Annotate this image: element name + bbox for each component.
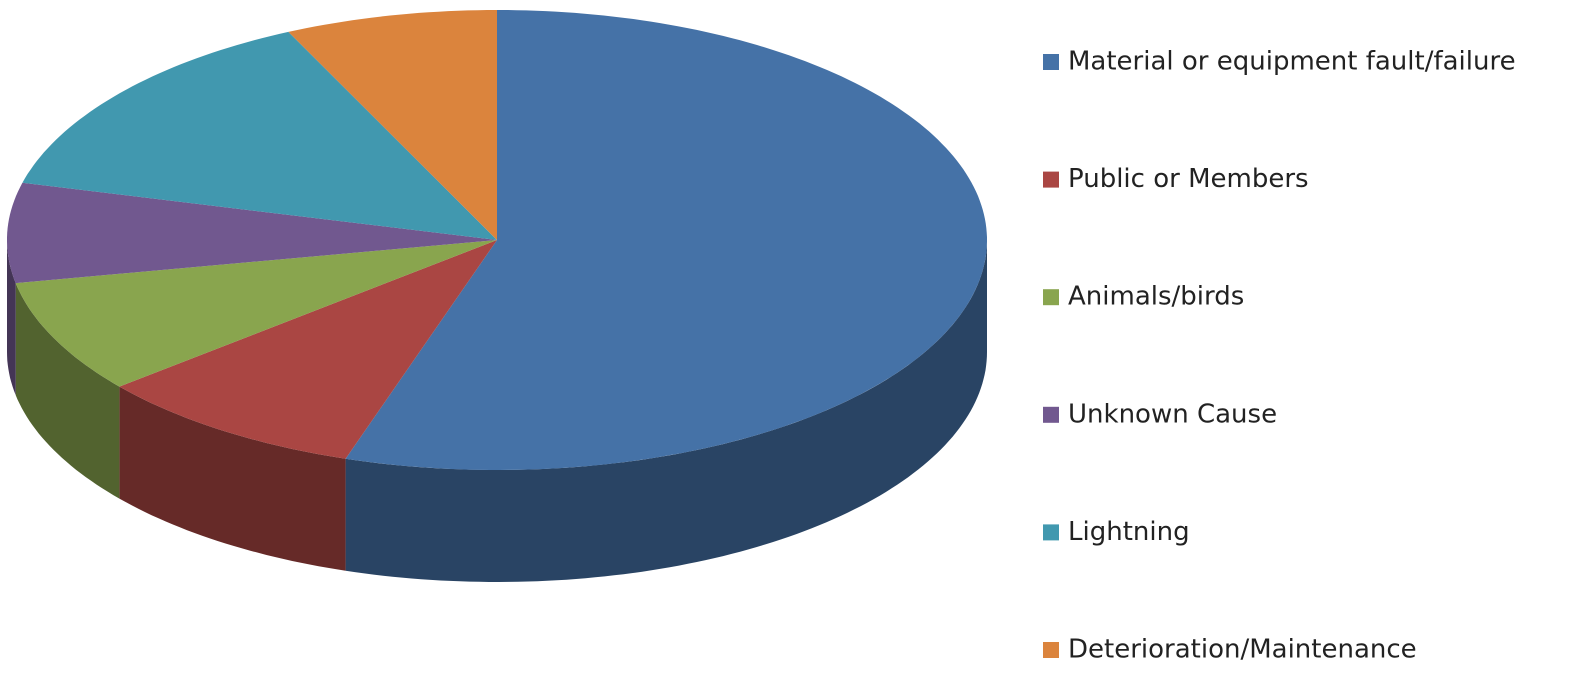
- legend-swatch: [1043, 642, 1059, 658]
- legend-label: Animals/birds: [1068, 282, 1244, 312]
- legend-swatch: [1043, 289, 1059, 306]
- slice-side: [15, 283, 120, 499]
- pie-slice: [15, 240, 497, 387]
- pie-slice: [345, 10, 988, 470]
- pie-slice: [22, 31, 498, 241]
- legend-swatch: [1043, 171, 1059, 188]
- legend-label: Material or equipment fault/failure: [1068, 47, 1516, 77]
- pie-slice: [119, 240, 498, 459]
- legend-swatch: [1043, 406, 1059, 423]
- slice-side: [7, 240, 16, 396]
- legend-swatch: [1043, 54, 1059, 70]
- slice-side: [119, 386, 346, 571]
- legend-label: Unknown Cause: [1068, 399, 1277, 429]
- legend-swatch: [1043, 524, 1059, 541]
- legend-label: Public or Members: [1068, 164, 1309, 194]
- legend-label: Deterioration/Maintenance: [1068, 635, 1417, 665]
- pie-slice: [7, 182, 497, 284]
- slice-side: [345, 240, 988, 582]
- pie-slice: [288, 10, 497, 240]
- legend-label: Lightning: [1068, 517, 1190, 547]
